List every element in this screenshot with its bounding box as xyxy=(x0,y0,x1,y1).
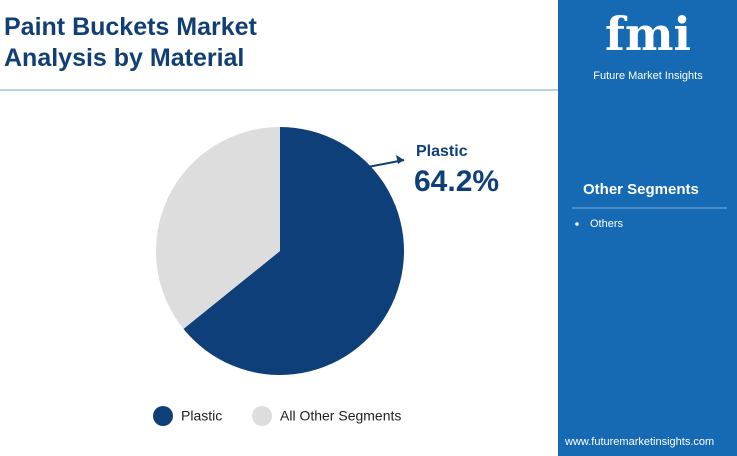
chart-title: Paint Buckets Market Analysis by Material xyxy=(4,13,258,72)
bullet xyxy=(575,222,579,226)
callout-arrowhead xyxy=(396,155,404,164)
legend-label: All Other Segments xyxy=(280,408,401,424)
website: www.futuremarketinsights.com xyxy=(564,436,714,448)
sidebar xyxy=(558,0,737,456)
legend-swatch xyxy=(252,406,272,426)
logo-mark: fmi xyxy=(605,7,691,61)
data-label: 64.2% xyxy=(414,165,499,198)
pie-slice xyxy=(155,127,280,329)
legend-swatch xyxy=(153,406,173,426)
legend-label: Plastic xyxy=(181,408,222,424)
callout-category: Plastic xyxy=(416,143,468,160)
logo-name: Future Market Insights xyxy=(593,70,703,82)
sidebar-item: Others xyxy=(590,218,624,230)
pie-slice xyxy=(183,127,404,375)
sidebar-heading: Other Segments xyxy=(583,181,699,198)
